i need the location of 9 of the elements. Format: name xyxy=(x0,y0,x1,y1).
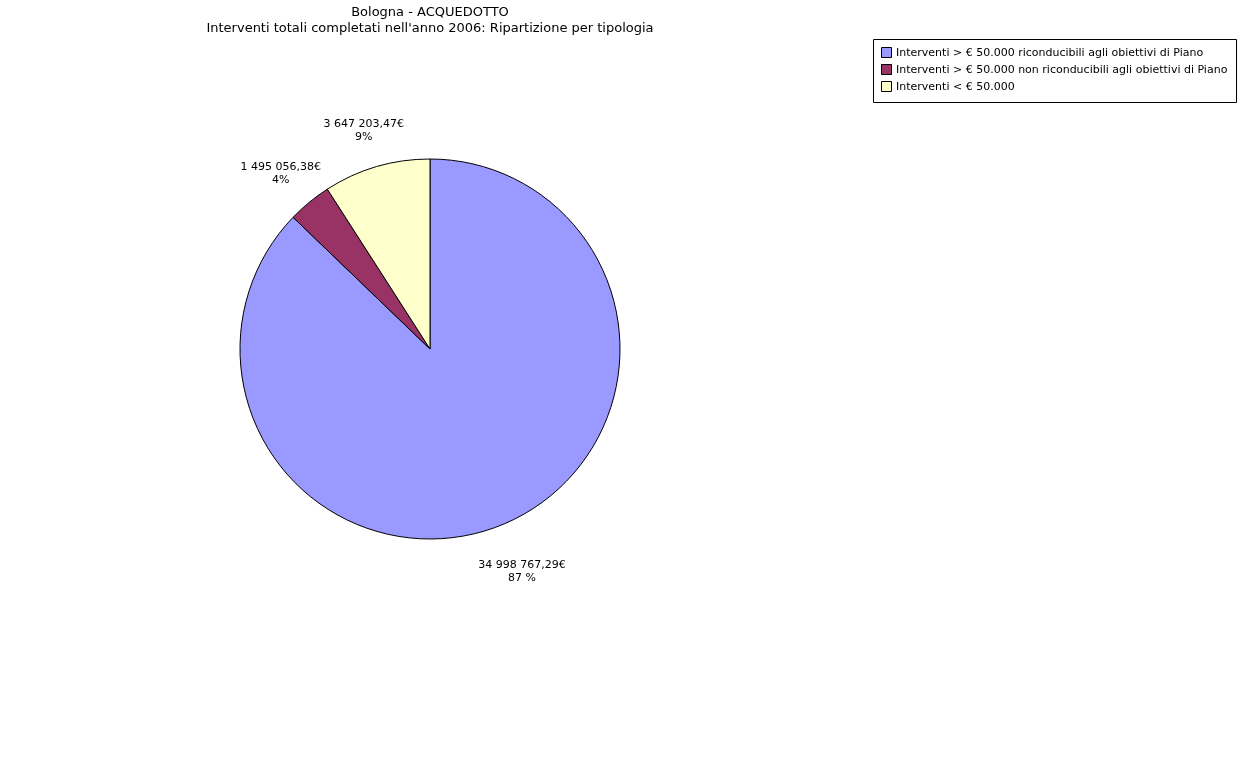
pie-slice xyxy=(239,158,621,540)
data-label: 3 647 203,47€ 9% xyxy=(323,116,405,143)
legend-label: Interventi > € 50.000 non riconducibili agli obiettivi di Piano xyxy=(896,62,1228,76)
chart-subtitle: Interventi totali completati nell'anno 2006: Ripartizione per tipologia xyxy=(206,19,654,35)
chart-title: Bologna - ACQUEDOTTO xyxy=(351,3,509,19)
legend-label: Interventi < € 50.000 xyxy=(896,79,1015,93)
data-label: 34 998 767,29€ 87 % xyxy=(478,558,566,585)
legend-label: Interventi > € 50.000 riconducibili agli obiettivi di Piano xyxy=(896,45,1204,59)
data-label: 1 495 056,38€ 4% xyxy=(240,160,322,187)
